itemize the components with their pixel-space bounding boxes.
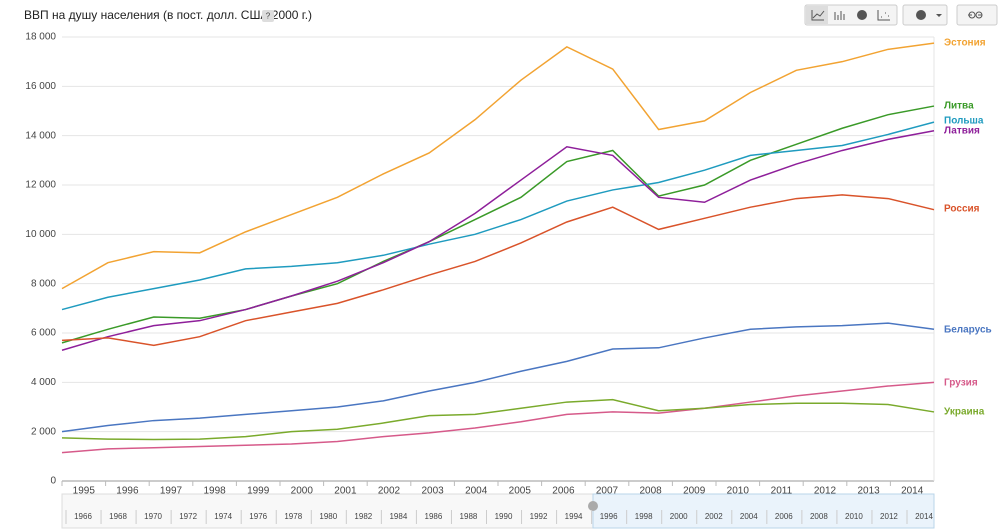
x-tick-label: 2007 (596, 486, 619, 497)
legend-label: Грузия (944, 378, 978, 389)
link-button[interactable] (956, 4, 998, 26)
help-icon[interactable] (262, 10, 274, 22)
legend-label: Россия (944, 204, 980, 215)
y-tick-label: 8 000 (31, 278, 56, 289)
range-label: 1984 (389, 512, 407, 521)
range-label: 2014 (915, 512, 933, 521)
range-label: 2008 (810, 512, 828, 521)
x-tick-label: 1998 (203, 486, 226, 497)
range-label: 1990 (495, 512, 513, 521)
series-line (61, 42, 935, 290)
x-tick-label: 2002 (378, 486, 401, 497)
x-tick-label: 2000 (291, 486, 314, 497)
x-tick-label: 1996 (116, 486, 139, 497)
x-tick-label: 2009 (683, 486, 706, 497)
y-tick-label: 16 000 (25, 81, 56, 92)
scatter-icon[interactable] (877, 10, 890, 21)
range-label: 1968 (109, 512, 127, 521)
x-tick-label: 2010 (727, 486, 750, 497)
range-label: 2002 (705, 512, 723, 521)
x-tick-label: 2011 (771, 486, 793, 497)
legend-label: Литва (944, 101, 974, 112)
legend-label: Беларусь (944, 325, 992, 336)
series-line (61, 194, 935, 347)
map-icon[interactable] (857, 10, 867, 20)
x-tick-label: 2012 (814, 486, 837, 497)
legend-label: Польша (944, 116, 984, 127)
x-tick-label: 2014 (901, 486, 924, 497)
x-tick-label: 1999 (247, 486, 270, 497)
series-line (61, 121, 935, 311)
range-label: 1998 (635, 512, 653, 521)
range-label: 1992 (530, 512, 548, 521)
series-line (61, 129, 935, 351)
y-tick-label: 18 000 (25, 32, 56, 43)
toolbar (804, 4, 998, 26)
range-label: 1986 (425, 512, 443, 521)
x-tick-label: 2013 (857, 486, 880, 497)
legend-label: Латвия (944, 126, 980, 137)
series-line (61, 381, 935, 454)
range-label: 1994 (565, 512, 583, 521)
legend-label: Украина (944, 407, 985, 418)
range-handle[interactable] (588, 501, 598, 511)
y-tick-label: 10 000 (25, 229, 56, 240)
range-label: 1974 (214, 512, 232, 521)
series-line (61, 322, 935, 433)
y-tick-label: 4 000 (31, 377, 56, 388)
range-label: 1988 (460, 512, 478, 521)
range-label: 2012 (880, 512, 898, 521)
y-tick-label: 12 000 (25, 180, 56, 191)
range-label: 2004 (740, 512, 758, 521)
link-ring (975, 11, 983, 19)
range-label: 1976 (249, 512, 267, 521)
y-tick-label: 14 000 (25, 130, 56, 141)
x-tick-label: 2004 (465, 486, 488, 497)
series-line (61, 105, 935, 344)
link-ring (968, 11, 976, 19)
x-tick-label: 2001 (334, 486, 357, 497)
range-selection[interactable] (592, 493, 935, 529)
x-tick-label: 2005 (509, 486, 532, 497)
line-button[interactable] (806, 6, 828, 24)
range-label: 1980 (319, 512, 337, 521)
range-label: 1972 (179, 512, 197, 521)
x-tick-label: 1995 (73, 486, 96, 497)
legend-label: Эстония (944, 38, 986, 49)
line-icon (811, 10, 825, 21)
chart-title: ВВП на душу населения (в пост. долл. США… (24, 8, 312, 22)
series-line (61, 398, 935, 441)
bar-icon[interactable] (834, 11, 845, 20)
range-label: 1978 (284, 512, 302, 521)
y-tick-label: 6 000 (31, 328, 56, 339)
y-tick-label: 0 (50, 476, 56, 487)
x-tick-label: 1997 (160, 486, 183, 497)
help-text[interactable]: ? (266, 12, 271, 21)
range-label: 1966 (74, 512, 92, 521)
y-tick-label: 2 000 (31, 426, 56, 437)
x-tick-label: 2006 (552, 486, 575, 497)
x-tick-label: 2008 (639, 486, 662, 497)
range-label: 1982 (354, 512, 372, 521)
range-label: 2000 (670, 512, 688, 521)
gear-icon (916, 10, 926, 20)
x-tick-label: 2003 (421, 486, 444, 497)
range-label: 1970 (144, 512, 162, 521)
range-label: 2010 (845, 512, 863, 521)
range-label: 1996 (600, 512, 618, 521)
dropdown-icon (936, 14, 942, 17)
range-label: 2006 (775, 512, 793, 521)
